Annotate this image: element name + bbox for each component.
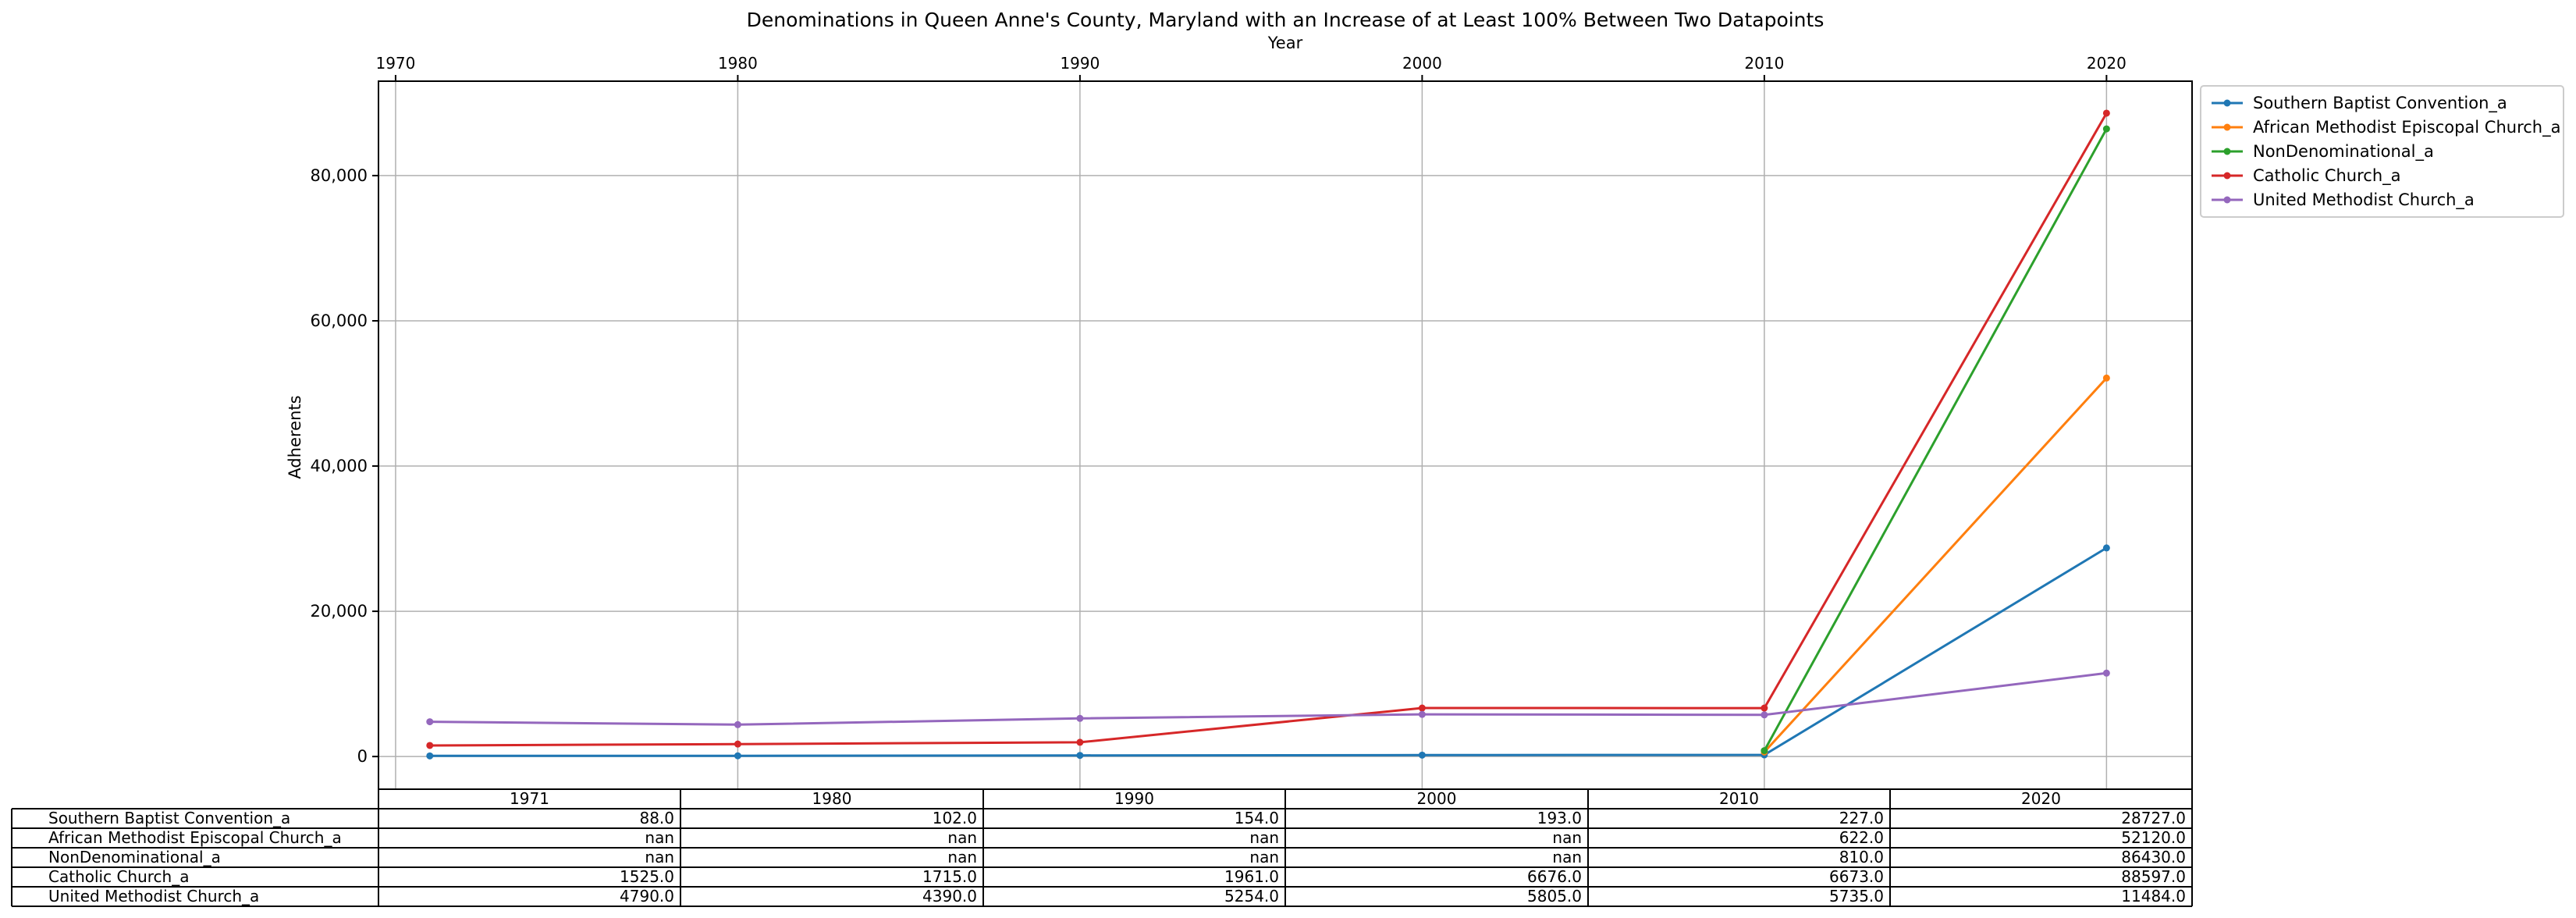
table-cell: nan <box>947 848 977 866</box>
y-tick-label: 20,000 <box>311 602 368 621</box>
x-tick-label: 2010 <box>1744 54 1784 73</box>
y-tick-label: 60,000 <box>311 311 368 330</box>
table-cell: 6673.0 <box>1829 867 1884 886</box>
table-cell: 1525.0 <box>620 867 674 886</box>
data-point <box>1418 704 1426 712</box>
data-point <box>2102 374 2110 382</box>
x-tick-label: 2000 <box>1402 54 1442 73</box>
table-column-header: 2000 <box>1417 789 1457 808</box>
table-row-label: Southern Baptist Convention_a <box>48 809 290 827</box>
data-point <box>1076 752 1084 760</box>
table-cell: 5805.0 <box>1527 887 1582 906</box>
table-cell: 4790.0 <box>620 887 674 906</box>
data-point <box>2102 109 2110 117</box>
table-cell: 5735.0 <box>1829 887 1884 906</box>
table-column-header: 2010 <box>1719 789 1759 808</box>
series-line <box>429 671 2107 726</box>
table-cell: nan <box>1552 828 1582 847</box>
legend-label: African Methodist Episcopal Church_a <box>2253 118 2560 137</box>
table-cell: nan <box>645 828 674 847</box>
y-tick-label: 40,000 <box>311 457 368 475</box>
data-point <box>734 752 741 760</box>
legend: Southern Baptist Convention_a African Met… <box>2200 85 2564 218</box>
chart-title: Denominations in Queen Anne's County, Ma… <box>747 9 1825 31</box>
legend-swatch-marker <box>2223 123 2231 131</box>
table-cell: 154.0 <box>1235 809 1279 827</box>
data-point <box>734 740 741 748</box>
x-tick-label: 2020 <box>2087 54 2127 73</box>
data-point <box>1761 704 1768 712</box>
data-point <box>1418 751 1426 759</box>
table-cell: nan <box>1552 848 1582 866</box>
data-point <box>1761 711 1768 719</box>
series-line <box>429 546 2108 757</box>
table-cell: 11484.0 <box>2121 887 2186 906</box>
series-line <box>1763 377 2108 753</box>
series-lines <box>426 109 2110 760</box>
data-point <box>426 752 434 760</box>
table-cell: 5254.0 <box>1224 887 1279 906</box>
x-tick-label: 1970 <box>375 54 415 73</box>
data-point <box>2102 669 2110 677</box>
table-cell: 810.0 <box>1839 848 1884 866</box>
table-cell: 1961.0 <box>1224 867 1279 886</box>
y-tick-label: 80,000 <box>311 166 368 185</box>
table-cell: 193.0 <box>1537 809 1582 827</box>
table-row-label: United Methodist Church_a <box>48 887 259 906</box>
data-point <box>1076 738 1084 746</box>
legend-swatch-marker <box>2223 172 2231 180</box>
table-cell: 88597.0 <box>2121 867 2186 886</box>
legend-frame <box>2200 85 2564 218</box>
x-tick-label: 1990 <box>1060 54 1100 73</box>
table-cell: 1715.0 <box>922 867 977 886</box>
table-cell: 28727.0 <box>2121 809 2186 827</box>
y-axis-label: Adherents <box>286 395 304 479</box>
legend-label: United Methodist Church_a <box>2253 190 2475 210</box>
legend-swatch-marker <box>2223 99 2231 107</box>
legend-label: Catholic Church_a <box>2253 166 2401 186</box>
table-column-header: 1990 <box>1114 789 1154 808</box>
table-cell: 88.0 <box>639 809 674 827</box>
data-point <box>2102 125 2110 133</box>
table-cell: 622.0 <box>1839 828 1884 847</box>
x-tick-label: 1980 <box>718 54 758 73</box>
y-tick-label: 0 <box>357 747 368 766</box>
data-point <box>426 718 434 726</box>
data-point <box>734 721 741 728</box>
table-column-header: 1971 <box>510 789 549 808</box>
axis-ticks: 1970 1980 1990 2000 2010 2020 0 20,000 40,000 60,… <box>311 54 2127 766</box>
series-line <box>429 112 2108 747</box>
legend-swatch-marker <box>2223 148 2231 155</box>
legend-label: Southern Baptist Convention_a <box>2253 94 2507 113</box>
table-cell: 52120.0 <box>2121 828 2186 847</box>
table-cell: nan <box>947 828 977 847</box>
data-point <box>426 742 434 749</box>
table-cell: nan <box>645 848 674 866</box>
table-cell: nan <box>1249 848 1279 866</box>
table-row-label: African Methodist Episcopal Church_a <box>48 828 342 847</box>
data-point <box>2102 544 2110 552</box>
legend-swatch-marker <box>2223 196 2231 204</box>
table-cell: 227.0 <box>1839 809 1884 827</box>
data-table: 1971 1980 1990 2000 2010 2020 Southern Baptist… <box>11 789 2193 907</box>
series-line <box>1763 128 2108 752</box>
table-row-label: NonDenominational_a <box>48 848 221 866</box>
table-cell: 4390.0 <box>922 887 977 906</box>
table-cell: 102.0 <box>933 809 977 827</box>
table-cell: 86430.0 <box>2121 848 2186 866</box>
x-axis-label: Year <box>1267 34 1303 52</box>
table-cell: nan <box>1249 828 1279 847</box>
table-row-label: Catholic Church_a <box>48 867 189 886</box>
data-point <box>1761 747 1768 755</box>
data-point <box>1076 714 1084 722</box>
table-column-header: 1980 <box>812 789 852 808</box>
table-cell: 6676.0 <box>1527 867 1582 886</box>
data-point <box>1418 710 1426 718</box>
legend-label: NonDenominational_a <box>2253 142 2434 162</box>
table-column-header: 2020 <box>2021 789 2061 808</box>
